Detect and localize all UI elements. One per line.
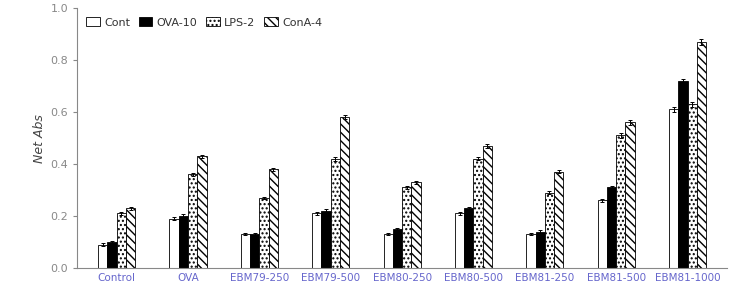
Bar xyxy=(126,208,135,268)
Bar xyxy=(393,229,402,268)
Bar xyxy=(340,117,349,268)
Bar xyxy=(598,200,607,268)
Bar xyxy=(607,187,616,268)
Bar xyxy=(322,211,330,268)
Bar xyxy=(268,169,278,268)
Bar xyxy=(688,104,697,268)
Bar xyxy=(669,110,678,268)
Bar xyxy=(678,81,688,268)
Bar xyxy=(526,234,536,268)
Bar xyxy=(536,232,545,268)
Bar xyxy=(312,214,322,268)
Bar xyxy=(384,234,393,268)
Bar xyxy=(178,216,188,268)
Bar xyxy=(545,193,554,268)
Legend: Cont, OVA-10, LPS-2, ConA-4: Cont, OVA-10, LPS-2, ConA-4 xyxy=(83,14,325,31)
Bar xyxy=(697,42,706,268)
Bar xyxy=(464,208,474,268)
Bar xyxy=(412,182,420,268)
Bar xyxy=(455,214,464,268)
Bar xyxy=(240,234,250,268)
Bar xyxy=(626,123,635,268)
Bar xyxy=(170,219,178,268)
Bar xyxy=(98,245,107,268)
Bar xyxy=(197,156,207,268)
Bar xyxy=(330,159,340,268)
Bar xyxy=(482,146,492,268)
Bar xyxy=(117,214,126,268)
Bar xyxy=(474,159,482,268)
Bar xyxy=(616,135,626,268)
Y-axis label: Net Abs: Net Abs xyxy=(34,114,46,162)
Bar xyxy=(554,172,564,268)
Bar xyxy=(107,242,117,268)
Bar xyxy=(250,234,260,268)
Bar xyxy=(260,198,268,268)
Bar xyxy=(188,174,197,268)
Bar xyxy=(402,187,412,268)
